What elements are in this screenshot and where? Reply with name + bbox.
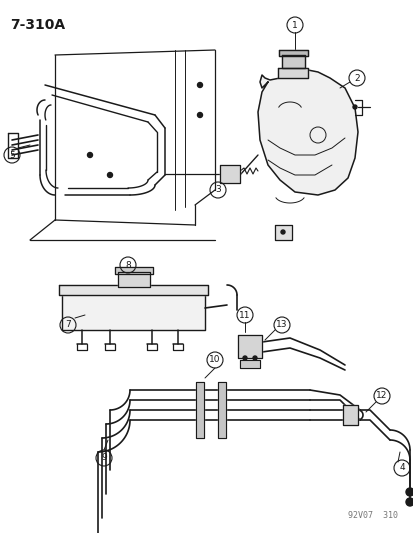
Text: 10: 10 <box>209 356 220 365</box>
Polygon shape <box>195 382 204 438</box>
Circle shape <box>280 230 284 234</box>
Polygon shape <box>240 360 259 368</box>
Polygon shape <box>257 70 357 195</box>
Text: 11: 11 <box>239 311 250 319</box>
Polygon shape <box>274 225 291 240</box>
Polygon shape <box>277 68 307 78</box>
Circle shape <box>405 498 413 506</box>
Polygon shape <box>219 165 240 183</box>
Polygon shape <box>281 55 304 68</box>
Circle shape <box>87 152 92 157</box>
Text: 7: 7 <box>65 320 71 329</box>
Polygon shape <box>237 335 261 358</box>
Circle shape <box>352 105 356 109</box>
Text: 13: 13 <box>275 320 287 329</box>
Polygon shape <box>59 285 207 295</box>
Text: 8: 8 <box>125 261 131 270</box>
Text: 5: 5 <box>9 150 15 159</box>
Polygon shape <box>115 267 153 274</box>
Text: 1: 1 <box>292 20 297 29</box>
Polygon shape <box>342 405 357 425</box>
Circle shape <box>252 356 256 360</box>
Polygon shape <box>62 293 204 330</box>
Text: 12: 12 <box>375 392 387 400</box>
Circle shape <box>197 112 202 117</box>
Polygon shape <box>278 50 307 56</box>
Text: 7-310A: 7-310A <box>10 18 65 32</box>
Circle shape <box>405 488 413 496</box>
Text: 2: 2 <box>354 74 359 83</box>
Circle shape <box>107 173 112 177</box>
Polygon shape <box>218 382 225 438</box>
Text: 4: 4 <box>398 464 404 472</box>
Polygon shape <box>118 272 150 287</box>
Text: 3: 3 <box>215 185 221 195</box>
Circle shape <box>197 83 202 87</box>
Circle shape <box>242 356 247 360</box>
Text: 9: 9 <box>101 454 107 463</box>
Text: 92V07  310: 92V07 310 <box>347 511 397 520</box>
